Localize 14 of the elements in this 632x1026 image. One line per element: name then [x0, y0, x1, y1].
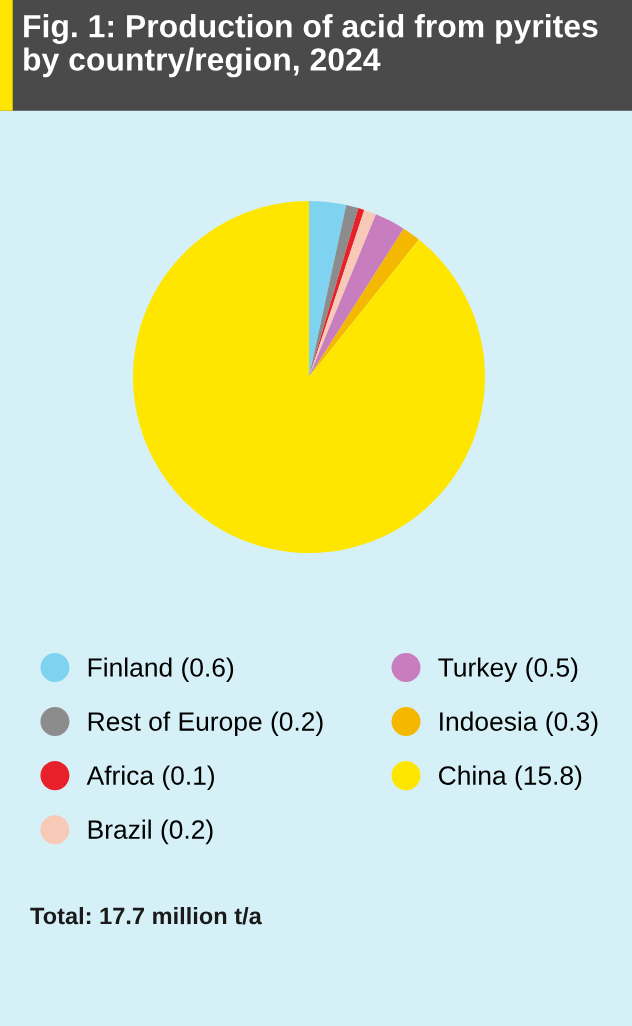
- legend-label: Finland (0.6): [88, 657, 234, 683]
- legend-label: Africa (0.1): [86, 765, 215, 791]
- legend-label: Rest of Europe (0.2): [88, 711, 323, 737]
- legend-label: China (15.8): [439, 765, 582, 791]
- legend-label: Turkey (0.5): [438, 657, 578, 683]
- pie-slice: [133, 201, 485, 553]
- pie-slice: [309, 214, 404, 377]
- pie-slice: [309, 228, 419, 377]
- pie-slice: [309, 209, 376, 377]
- text: Total: 17.7 million t/a: [30, 906, 262, 925]
- legend-label: Indoesia (0.3): [440, 711, 598, 737]
- chart-title: Fig. 1: Production of acid from pyrites by country/region, 2024: [24, 14, 598, 78]
- pie-slice: [309, 201, 347, 377]
- legend-label: Brazil (0.2): [88, 819, 213, 845]
